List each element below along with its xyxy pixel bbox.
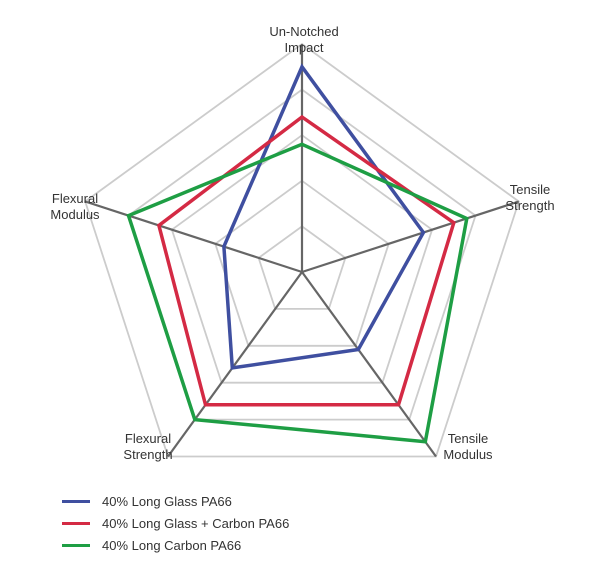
spoke-4 — [84, 200, 303, 274]
axis-label-1-line-1: Strength — [505, 198, 554, 213]
axis-label-1-line-0: Tensile — [510, 182, 550, 197]
radar-spokes — [84, 44, 520, 458]
legend: 40% Long Glass PA66 40% Long Glass + Carb… — [62, 490, 289, 556]
axis-label-0-line-0: Un-Notched — [269, 24, 338, 39]
axis-label-4-line-0: Flexural — [52, 191, 98, 206]
spoke-3 — [167, 271, 303, 458]
axis-label-3-line-0: Flexural — [125, 431, 171, 446]
series-0-line — [222, 63, 426, 370]
legend-label: 40% Long Glass PA66 — [102, 493, 232, 509]
legend-item-2: 40% Long Carbon PA66 — [62, 534, 289, 556]
legend-swatch — [62, 521, 90, 525]
spoke-2 — [301, 271, 437, 458]
axis-label-2-line-1: Modulus — [443, 447, 493, 462]
radar-series — [126, 63, 469, 444]
series-2-line — [126, 142, 469, 444]
axis-label-4-line-1: Modulus — [50, 207, 100, 222]
series-1-line — [156, 114, 456, 407]
grid-ring-1 — [257, 225, 347, 310]
grid-ring-5 — [84, 42, 520, 458]
grid-ring-4 — [127, 88, 477, 421]
legend-label: 40% Long Glass + Carbon PA66 — [102, 515, 290, 531]
axis-labels: Un-NotchedImpactTensileStrengthTensileMo… — [50, 24, 554, 462]
legend-item-0: 40% Long Glass PA66 — [62, 490, 289, 512]
legend-item-1: 40% Long Glass + Carbon PA66 — [62, 512, 289, 534]
legend-swatch — [62, 499, 90, 503]
legend-label: 40% Long Carbon PA66 — [102, 537, 242, 553]
axis-label-0-line-1: Impact — [284, 40, 323, 55]
axis-label-2-line-0: Tensile — [448, 431, 488, 446]
spoke-1 — [301, 200, 520, 274]
legend-swatch — [62, 543, 90, 547]
axis-label-3-line-1: Strength — [123, 447, 172, 462]
